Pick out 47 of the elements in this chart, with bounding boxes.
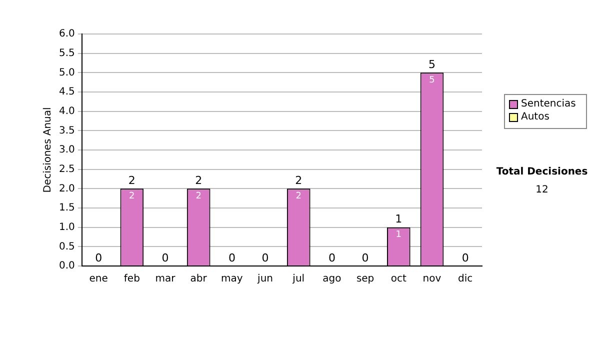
y-tick-label: 0.0	[58, 260, 75, 272]
x-tick-label: nov	[422, 274, 442, 285]
y-axis-title: Decisiones Anual	[42, 107, 54, 193]
x-tick-label: oct	[390, 274, 406, 285]
legend-label: Sentencias	[521, 98, 576, 110]
x-tick-label: jun	[256, 274, 274, 285]
y-tick-label: 5.5	[58, 48, 75, 59]
y-tick-label: 3.5	[58, 125, 75, 136]
text: 12	[536, 184, 548, 196]
y-tick-label: 5.0	[58, 67, 75, 78]
total-label: 5	[428, 58, 436, 72]
total-label: 0	[462, 251, 469, 264]
total-label: 1	[395, 212, 402, 226]
x-tick-label: ene	[89, 274, 108, 285]
total-label: 0	[328, 251, 336, 264]
y-tick-label: 2.0	[58, 183, 75, 194]
y-tick-label: 1.0	[58, 222, 75, 233]
y-tick-label: 6.0	[58, 28, 75, 40]
data-label: 2	[129, 192, 135, 202]
y-tick-label: 3.0	[58, 144, 75, 156]
y-tick-label: 1.5	[58, 202, 75, 214]
total-label: 2	[128, 174, 136, 188]
x-tick-label: jul	[292, 274, 305, 285]
total-label: 0	[362, 251, 369, 264]
x-tick-label: dic	[458, 274, 473, 285]
x-tick-label: ago	[322, 274, 342, 285]
total-label: 0	[228, 251, 236, 264]
x-tick-label: may	[221, 274, 243, 285]
y-tick-label: 2.5	[58, 164, 75, 175]
total-label: 0	[95, 251, 102, 264]
total-label: 2	[295, 174, 302, 188]
x-tick-label: abr	[190, 274, 208, 285]
data-label: 2	[196, 192, 202, 202]
data-label: 5	[429, 76, 435, 86]
total-label: 0	[162, 251, 169, 264]
y-tick-label: 4.5	[58, 86, 75, 98]
x-tick-label: mar	[155, 274, 176, 285]
total-label: 2	[195, 174, 202, 188]
data-label: 2	[296, 192, 302, 202]
y-tick-label: 4.0	[58, 106, 75, 117]
legend-label: Autos	[521, 112, 550, 123]
x-tick-label: sep	[356, 274, 374, 285]
text: Total Decisiones	[496, 166, 588, 178]
total-label: 0	[262, 251, 269, 264]
y-tick-label: 0.5	[58, 241, 75, 252]
data-label: 1	[396, 230, 402, 240]
x-tick-label: feb	[124, 274, 140, 285]
